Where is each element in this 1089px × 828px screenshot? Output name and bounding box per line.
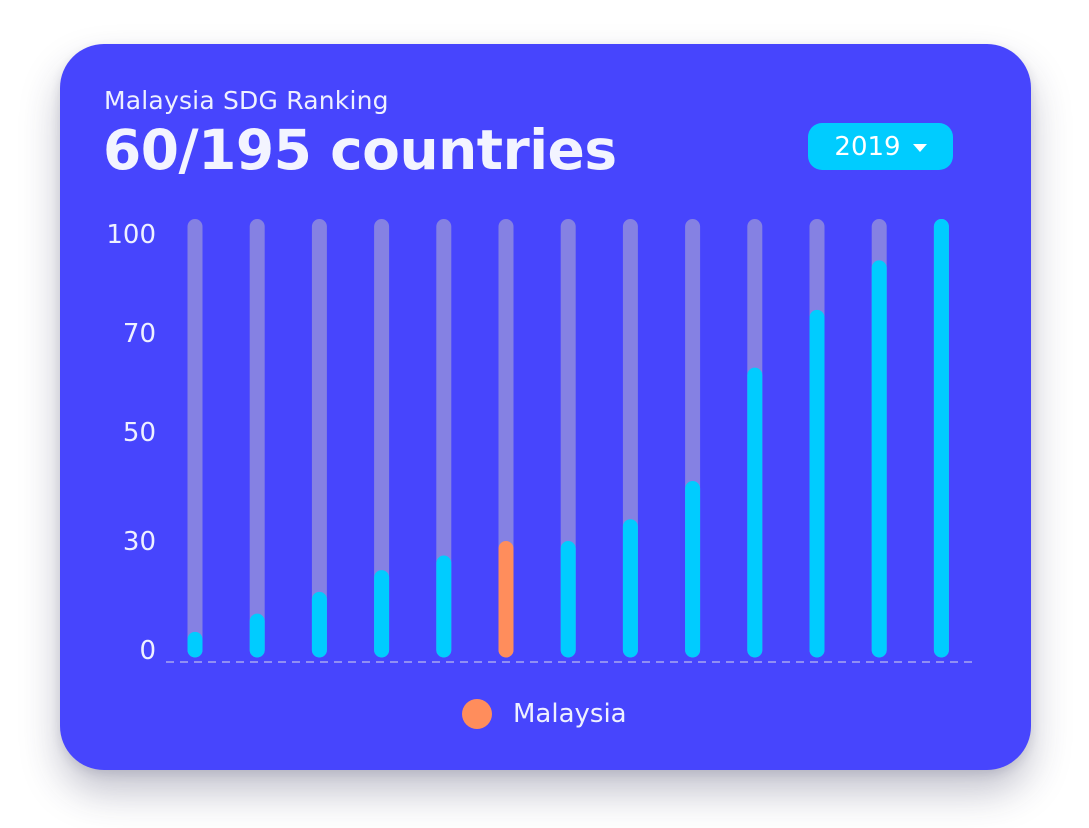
- bar-track: [436, 219, 452, 658]
- card-subtitle: Malaysia SDG Ranking: [104, 86, 389, 115]
- chart-legend: Malaysia: [462, 699, 627, 729]
- y-tick-label: 0: [139, 636, 156, 666]
- bar: [436, 555, 452, 658]
- bar: [871, 260, 887, 658]
- bar: [311, 591, 327, 658]
- year-dropdown-value: 2019: [834, 131, 901, 162]
- bar-track: [249, 219, 265, 658]
- bar-malaysia: [498, 541, 514, 658]
- ranking-card: Malaysia SDG Ranking 60/195 countries 20…: [60, 44, 1031, 770]
- bar: [747, 367, 763, 658]
- legend-label-malaysia: Malaysia: [513, 699, 627, 729]
- bar: [933, 219, 949, 658]
- bar: [560, 541, 576, 658]
- bar: [187, 631, 203, 658]
- y-tick-label: 50: [123, 418, 156, 448]
- card-title: 60/195 countries: [103, 118, 617, 182]
- bar-track: [374, 219, 390, 658]
- bar: [685, 481, 701, 658]
- bar-track: [187, 219, 203, 658]
- y-tick-label: 30: [123, 527, 156, 557]
- legend-marker-malaysia: [462, 699, 492, 729]
- y-tick-label: 70: [123, 319, 156, 349]
- ranking-bar-chart: 0 30 50 70 100: [106, 219, 974, 666]
- y-tick-label: 100: [106, 220, 156, 250]
- year-dropdown[interactable]: 2019: [808, 123, 953, 170]
- bar: [249, 613, 265, 658]
- bar: [374, 570, 390, 658]
- bar: [622, 519, 638, 658]
- caret-down-icon: [912, 144, 927, 152]
- bar-track: [311, 219, 327, 658]
- bar: [809, 309, 825, 658]
